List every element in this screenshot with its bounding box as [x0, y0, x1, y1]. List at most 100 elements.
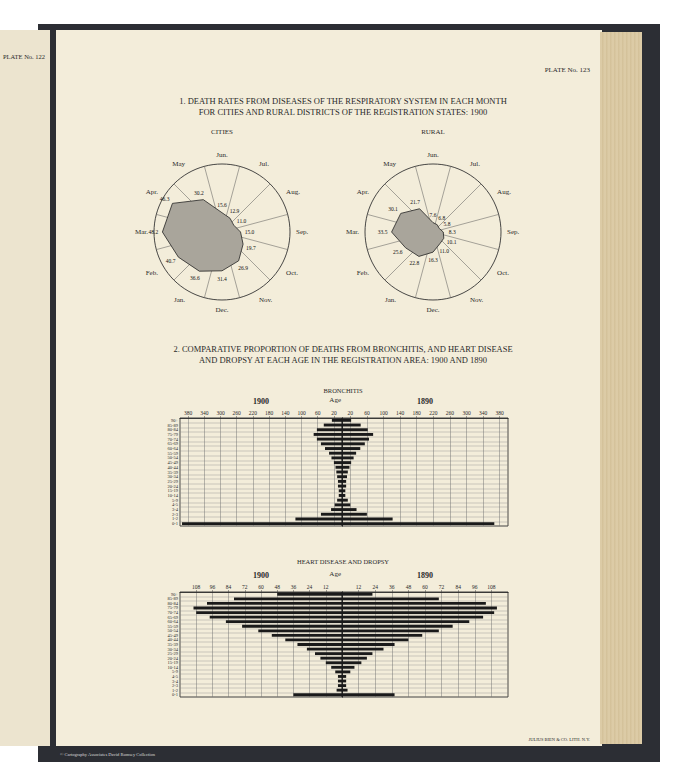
svg-text:4-5: 4-5: [172, 502, 179, 507]
svg-text:380: 380: [184, 410, 193, 416]
svg-text:Jun.: Jun.: [216, 151, 228, 159]
svg-text:75-79: 75-79: [168, 432, 179, 437]
svg-text:1-2: 1-2: [172, 516, 178, 521]
svg-text:80-84: 80-84: [168, 427, 179, 432]
svg-text:2-3: 2-3: [172, 512, 179, 517]
svg-text:0-1: 0-1: [172, 521, 178, 526]
svg-text:35-39: 35-39: [168, 470, 179, 475]
svg-text:5-9: 5-9: [172, 669, 179, 674]
svg-text:Apr.: Apr.: [146, 188, 159, 196]
svg-text:30.2: 30.2: [194, 190, 204, 196]
svg-text:Aug.: Aug.: [286, 188, 300, 196]
svg-text:Jun.: Jun.: [427, 151, 439, 159]
svg-text:36: 36: [389, 584, 395, 590]
svg-text:1. DEATH RATES FROM DISEASES O: 1. DEATH RATES FROM DISEASES OF THE RESP…: [179, 96, 507, 106]
svg-text:85-89: 85-89: [168, 596, 179, 601]
svg-text:300: 300: [216, 410, 225, 416]
svg-text:380: 380: [496, 410, 505, 416]
svg-text:4-5: 4-5: [172, 674, 179, 679]
svg-text:5-9: 5-9: [172, 498, 179, 503]
svg-text:2. COMPARATIVE PROPORTION OF D: 2. COMPARATIVE PROPORTION OF DEATHS FROM…: [173, 344, 512, 354]
svg-text:25-29: 25-29: [168, 479, 179, 484]
svg-text:JULIUS BIEN & CO. LITH. N.Y.: JULIUS BIEN & CO. LITH. N.Y.: [528, 737, 590, 742]
svg-text:10-14: 10-14: [168, 665, 179, 670]
svg-text:84: 84: [226, 584, 232, 590]
svg-text:Oct.: Oct.: [286, 269, 298, 277]
svg-text:50-54: 50-54: [168, 455, 179, 460]
svg-text:40-44: 40-44: [168, 465, 179, 470]
svg-text:Jul.: Jul.: [470, 160, 480, 168]
svg-text:26.9: 26.9: [238, 265, 248, 271]
svg-text:60-64: 60-64: [168, 619, 179, 624]
svg-text:30-34: 30-34: [168, 474, 179, 479]
svg-text:55-59: 55-59: [168, 451, 179, 456]
svg-text:Jul.: Jul.: [259, 160, 269, 168]
svg-text:Sep.: Sep.: [507, 228, 520, 236]
svg-text:108: 108: [192, 584, 201, 590]
svg-text:60: 60: [364, 410, 370, 416]
svg-text:CITIES: CITIES: [211, 128, 233, 136]
svg-text:25-29: 25-29: [168, 651, 179, 656]
svg-text:84: 84: [455, 584, 461, 590]
svg-text:May: May: [383, 160, 396, 168]
svg-text:1-2: 1-2: [172, 688, 178, 693]
svg-text:65-69: 65-69: [168, 441, 179, 446]
svg-text:1890: 1890: [417, 397, 433, 406]
svg-text:90+: 90+: [171, 418, 179, 423]
svg-text:Apr.: Apr.: [357, 188, 370, 196]
svg-text:16.3: 16.3: [428, 257, 438, 263]
svg-text:260: 260: [446, 410, 455, 416]
svg-text:1890: 1890: [417, 571, 433, 580]
svg-text:Dec.: Dec.: [215, 306, 228, 314]
svg-text:12.9: 12.9: [230, 208, 240, 214]
svg-text:Feb.: Feb.: [357, 269, 370, 277]
svg-text:20-24: 20-24: [168, 484, 179, 489]
svg-text:3-4: 3-4: [172, 507, 179, 512]
svg-text:300: 300: [462, 410, 471, 416]
svg-text:96: 96: [472, 584, 478, 590]
svg-text:180: 180: [265, 410, 274, 416]
svg-text:1900: 1900: [253, 571, 269, 580]
svg-text:45-49: 45-49: [168, 633, 179, 638]
svg-text:30.1: 30.1: [388, 206, 398, 212]
svg-text:15-19: 15-19: [168, 488, 179, 493]
svg-text:35-39: 35-39: [168, 642, 179, 647]
svg-text:340: 340: [479, 410, 488, 416]
svg-text:40.7: 40.7: [166, 258, 176, 264]
svg-text:15.6: 15.6: [217, 202, 227, 208]
svg-text:5.8: 5.8: [444, 221, 451, 227]
svg-text:BRONCHITIS: BRONCHITIS: [323, 387, 362, 394]
svg-text:Age: Age: [329, 396, 341, 404]
svg-text:Mar.: Mar.: [346, 228, 359, 236]
svg-text:20: 20: [331, 410, 337, 416]
svg-text:45-49: 45-49: [168, 460, 179, 465]
svg-text:8.3: 8.3: [449, 229, 456, 235]
svg-text:50-54: 50-54: [168, 628, 179, 633]
svg-text:46.3: 46.3: [160, 196, 170, 202]
svg-text:10.1: 10.1: [447, 239, 457, 245]
svg-text:PLATE No. 122: PLATE No. 122: [3, 53, 45, 60]
svg-text:1900: 1900: [253, 397, 269, 406]
svg-text:60: 60: [315, 410, 321, 416]
svg-text:© Cartography Associates David: © Cartography Associates David Rumsey Co…: [60, 752, 156, 757]
svg-text:Age: Age: [329, 570, 341, 578]
svg-text:AND DROPSY AT EACH AGE IN THE: AND DROPSY AT EACH AGE IN THE REGISTRATI…: [199, 355, 487, 365]
svg-text:48.2: 48.2: [149, 229, 159, 235]
svg-text:340: 340: [200, 410, 209, 416]
svg-text:72: 72: [439, 584, 445, 590]
svg-text:140: 140: [396, 410, 405, 416]
svg-text:60: 60: [422, 584, 428, 590]
svg-text:100: 100: [379, 410, 388, 416]
svg-text:36: 36: [291, 584, 297, 590]
svg-text:20-24: 20-24: [168, 656, 179, 661]
svg-text:Aug.: Aug.: [497, 188, 511, 196]
svg-text:Jan.: Jan.: [385, 296, 396, 304]
svg-text:RURAL: RURAL: [421, 128, 445, 136]
svg-text:60-64: 60-64: [168, 446, 179, 451]
svg-text:100: 100: [297, 410, 306, 416]
svg-text:31.4: 31.4: [217, 276, 227, 282]
svg-text:220: 220: [249, 410, 258, 416]
svg-text:Sep.: Sep.: [296, 228, 309, 236]
svg-text:48: 48: [274, 584, 280, 590]
svg-text:2-3: 2-3: [172, 683, 179, 688]
